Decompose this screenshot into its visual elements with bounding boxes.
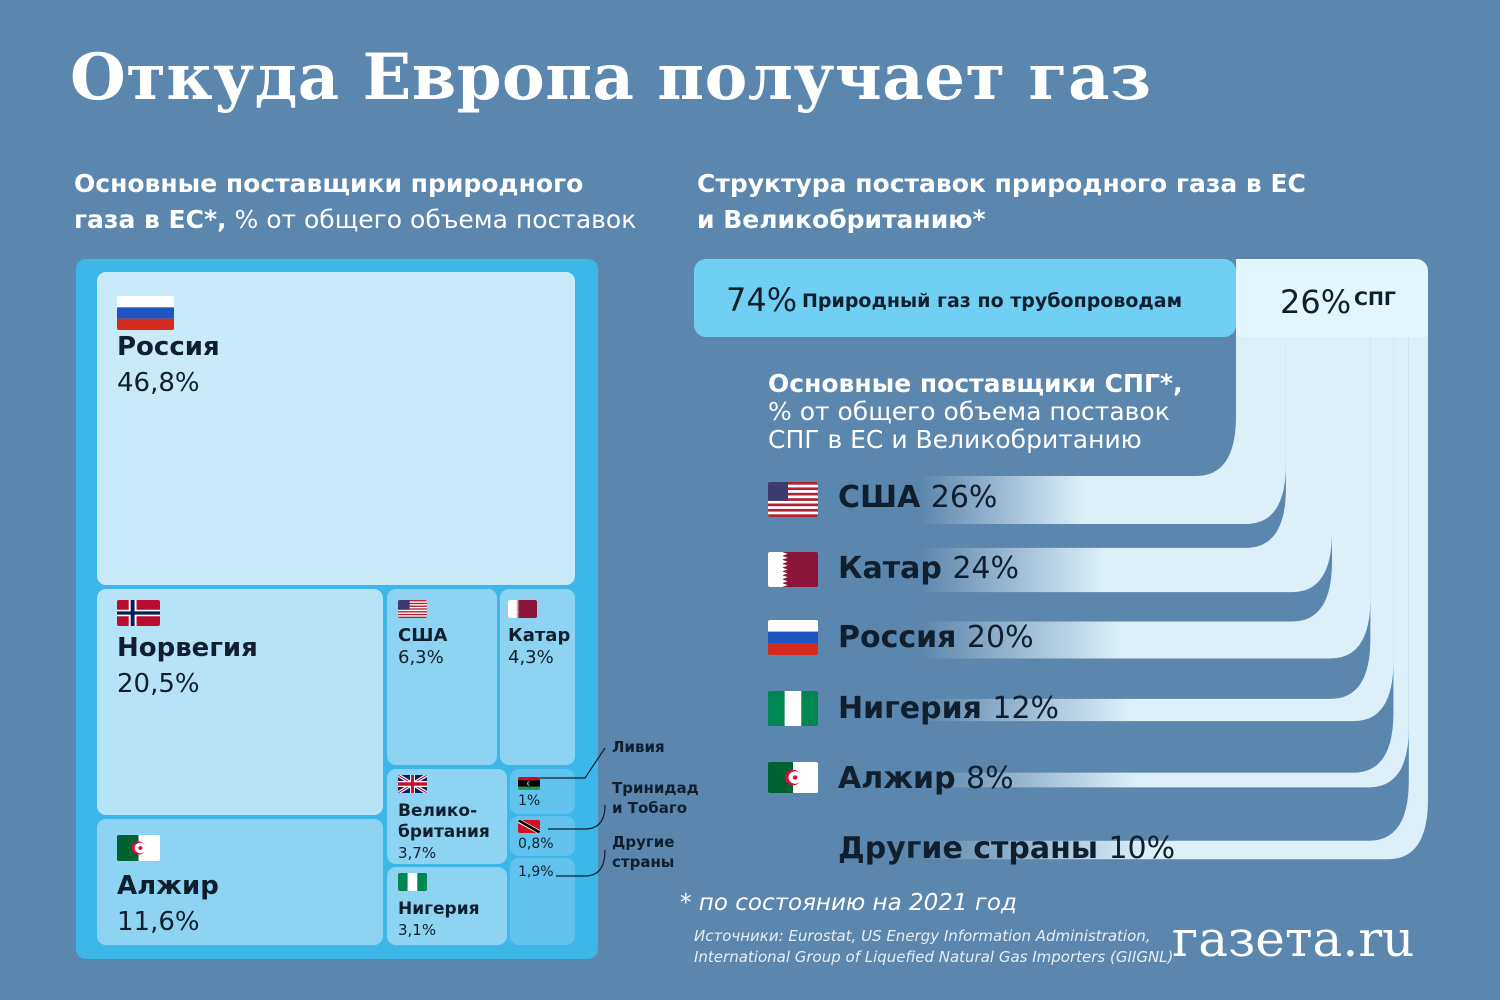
treemap-subtitle-line2-bold: газа в ЕС*, [74,205,227,234]
callout-others-line2: страны [612,853,675,871]
lng-russia-value: 20% [966,620,1034,655]
lng-row-russia: Россия 20% [838,620,1034,655]
tile-algeria-name: Алжир [117,871,219,901]
lng-nigeria-name: Нигерия [838,691,982,726]
flag-uk-icon [398,775,427,793]
tile-qatar-name: Катар [508,625,571,646]
lng-row-others: Другие страны 10% [838,831,1175,866]
pipeline-pct: 74% [726,281,798,319]
flag-usa-icon [768,482,818,517]
lng-subtitle-line2: % от общего объема поставок [768,397,1170,426]
tile-norway-name: Норвегия [117,633,258,663]
lng-label: СПГ [1354,288,1396,310]
lng-algeria-name: Алжир [838,761,956,796]
tile-usa-value: 6,3% [398,647,444,668]
tile-trinidad: 0,8% [510,816,575,856]
sources-line1: Источники: Eurostat, US Energy Informati… [694,927,1151,945]
tile-norway-value: 20,5% [117,669,200,699]
tile-russia-value: 46,8% [117,368,200,398]
structure-subtitle-line1: Структура поставок природного газа в ЕС [697,169,1306,198]
tile-russia: Россия 46,8% [97,272,575,585]
tile-qatar-value: 4,3% [508,647,554,668]
structure-subtitle-line2: и Великобританию* [697,205,986,234]
flag-libya-icon [518,777,540,790]
tile-usa-name: США [398,625,448,646]
page-title: Откуда Европа получает газ [70,40,1152,115]
tile-nigeria: Нигерия 3,1% [387,867,507,945]
tile-uk-name: Велико- британия [398,801,490,843]
sources-line2: International Group of Liquefied Natural… [694,948,1174,966]
flag-qatar-icon [768,552,818,587]
callout-trinidad: Тринидад и Тобаго [612,778,699,818]
tile-qatar: Катар 4,3% [500,589,575,765]
flag-algeria-icon [768,762,818,793]
footnote: * по состоянию на 2021 год [680,890,1017,916]
lng-subtitle-line3: СПГ в ЕС и Великобританию [768,425,1142,454]
tile-uk-value: 3,7% [398,844,437,862]
lng-others-value: 10% [1108,831,1176,866]
callout-others-line1: Другие [612,833,675,851]
lng-qatar-name: Катар [838,551,942,586]
tile-algeria-value: 11,6% [117,907,200,937]
lng-subtitle: Основные поставщики СПГ*, % от общего об… [768,370,1182,454]
flag-algeria-icon [117,835,160,861]
flag-qatar-icon [508,600,537,618]
callout-trinidad-line2: и Тобаго [612,799,688,817]
lng-ribbon-qatar [920,337,1332,593]
tile-trinidad-value: 0,8% [518,836,554,852]
tile-usa: США 6,3% [387,589,497,765]
tile-nigeria-value: 3,1% [398,921,437,939]
lng-ribbon-usa [920,337,1286,524]
callout-libya: Ливия [612,738,665,756]
sources: Источники: Eurostat, US Energy Informati… [694,926,1173,968]
lng-row-qatar: Катар 24% [838,551,1019,586]
tile-norway: Норвегия 20,5% [97,589,383,815]
flag-nigeria-icon [768,691,818,726]
flag-usa-icon [398,600,427,618]
callout-others: Другие страны [612,832,674,872]
lng-russia-name: Россия [838,620,957,655]
tile-uk-name-line1: Велико- [398,801,478,821]
pipeline-label: Природный газ по трубопроводам [802,290,1183,312]
flag-russia-icon [768,620,818,655]
tile-uk-name-line2: британия [398,822,490,842]
lng-subtitle-line1: Основные поставщики СПГ*, [768,369,1183,398]
pipeline-bar-segment: 74% Природный газ по трубопроводам [694,259,1236,337]
lng-others-name: Другие страны [838,831,1098,866]
lng-row-algeria: Алжир 8% [838,761,1014,796]
flag-trinidad-icon [518,820,540,833]
lng-row-nigeria: Нигерия 12% [838,691,1059,726]
treemap-panel: Россия 46,8% Норвегия 20,5% Алжир 11,6% … [76,259,598,959]
lng-qatar-value: 24% [952,551,1020,586]
tile-others-value: 1,9% [518,864,554,880]
gazeta-logo: газета.ru [1172,910,1415,968]
lng-usa-name: США [838,480,921,515]
flag-nigeria-icon [398,873,427,891]
treemap-subtitle-line1: Основные поставщики природного [74,169,584,198]
tile-uk: Велико- британия 3,7% [387,769,507,864]
tile-nigeria-name: Нигерия [398,899,480,919]
lng-ribbon-russia [920,337,1371,659]
treemap-subtitle: Основные поставщики природного газа в ЕС… [74,166,636,238]
lng-nigeria-value: 12% [992,691,1060,726]
lng-row-usa: США 26% [838,480,997,515]
structure-subtitle: Структура поставок природного газа в ЕС … [697,166,1306,238]
callout-trinidad-line1: Тринидад [612,779,699,797]
tile-algeria: Алжир 11,6% [97,819,383,945]
lng-algeria-value: 8% [966,761,1014,796]
flag-russia-icon [117,296,174,330]
tile-russia-name: Россия [117,332,220,362]
lng-bar-segment: 26% СПГ [1236,259,1428,337]
flag-norway-icon [117,600,160,626]
lng-pct: 26% [1280,283,1352,321]
treemap-subtitle-line2-rest: % от общего объема поставок [226,205,637,234]
tile-libya-value: 1% [518,793,541,809]
lng-usa-value: 26% [930,480,998,515]
